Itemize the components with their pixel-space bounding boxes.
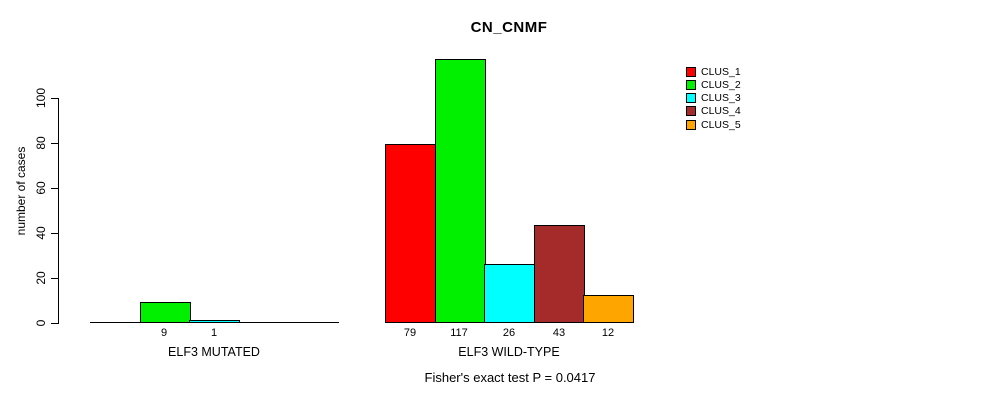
legend-item: CLUS_1 [686, 65, 741, 78]
legend-swatch-clus_1 [686, 66, 696, 77]
y-axis-tick [51, 323, 58, 324]
legend-item: CLUS_3 [686, 92, 741, 105]
bar-value-label: 12 [601, 327, 615, 339]
bar-clus_2-group2 [435, 59, 486, 323]
bar-clus_1-group2 [385, 144, 436, 323]
y-tick-label: 20 [34, 271, 48, 285]
bar-clus_4-group1-zero [239, 322, 290, 323]
legend-swatch-clus_5 [686, 119, 696, 130]
legend-swatch-clus_3 [686, 93, 696, 104]
bar-value-label: 9 [160, 327, 168, 339]
legend-swatch-clus_4 [686, 106, 696, 117]
legend-item: CLUS_4 [686, 105, 741, 118]
y-axis-tick [51, 278, 58, 279]
bar-value-label: 43 [552, 327, 566, 339]
y-tick-label: 80 [34, 136, 48, 150]
y-tick-label: 60 [34, 181, 48, 195]
y-tick-label: 100 [34, 87, 48, 109]
bar-clus_4-group2 [534, 225, 585, 323]
bar-clus_2-group1 [140, 302, 191, 323]
y-tick-label: 0 [34, 319, 48, 327]
legend: CLUS_1 CLUS_2 CLUS_3 CLUS_4 CLUS_5 [686, 65, 741, 131]
legend-swatch-clus_2 [686, 79, 696, 90]
legend-item-label: CLUS_3 [701, 92, 741, 105]
group-label: ELF3 WILD-TYPE [458, 345, 560, 359]
bar-clus_3-group2 [484, 264, 535, 323]
legend-item-label: CLUS_4 [701, 105, 741, 118]
y-axis-tick [51, 143, 58, 144]
legend-item: CLUS_5 [686, 118, 741, 131]
bar-value-label: 79 [403, 327, 417, 339]
bar-clus_5-group2 [583, 295, 634, 323]
y-axis-label: number of cases [14, 146, 28, 236]
bar-value-label: 1 [210, 327, 218, 339]
y-axis-line [58, 98, 59, 324]
bar-clus_3-group1 [189, 320, 240, 323]
legend-item-label: CLUS_1 [701, 65, 741, 78]
legend-item: CLUS_2 [686, 78, 741, 91]
group-label: ELF3 MUTATED [168, 345, 260, 359]
bar-clus_5-group1-zero [288, 322, 339, 323]
legend-item-label: CLUS_2 [701, 78, 741, 91]
bar-value-label: 26 [502, 327, 516, 339]
chart-title: CN_CNMF [470, 19, 548, 36]
y-axis-tick [51, 188, 58, 189]
y-axis-tick [51, 233, 58, 234]
legend-item-label: CLUS_5 [701, 118, 741, 131]
bar-value-label: 117 [450, 327, 468, 339]
y-axis-tick [51, 98, 58, 99]
footnote: Fisher's exact test P = 0.0417 [424, 370, 596, 385]
bar-clus_1-group1-zero [90, 322, 141, 323]
y-tick-label: 40 [34, 226, 48, 240]
